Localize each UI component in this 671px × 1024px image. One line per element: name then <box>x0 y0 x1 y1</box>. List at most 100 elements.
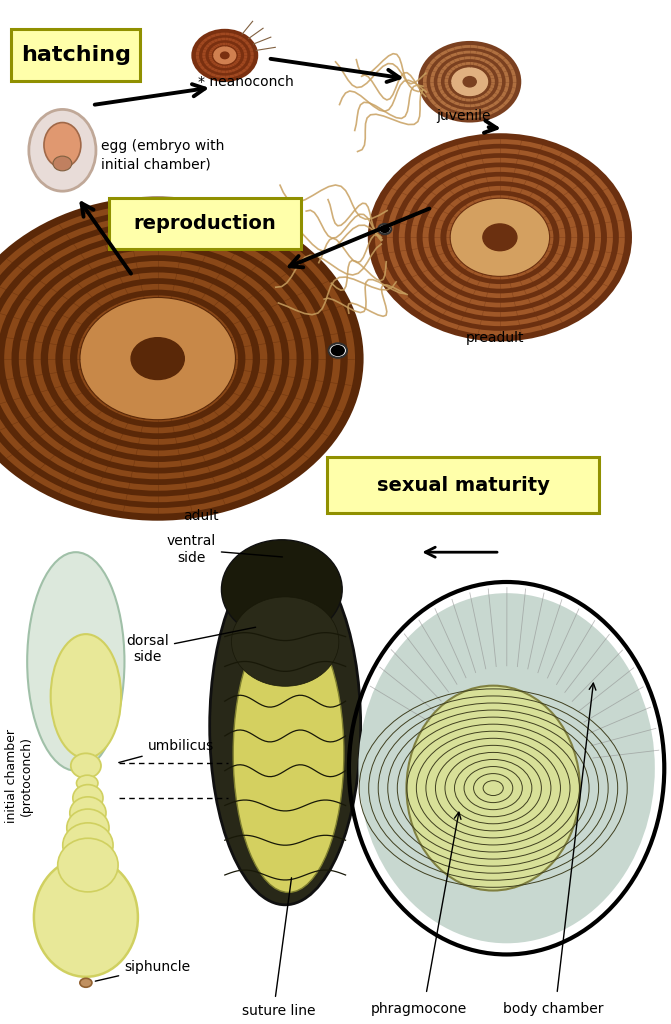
Circle shape <box>212 45 238 66</box>
Circle shape <box>417 172 583 303</box>
Circle shape <box>11 244 304 473</box>
Circle shape <box>150 353 165 365</box>
Circle shape <box>399 158 601 316</box>
Circle shape <box>448 65 491 98</box>
Circle shape <box>446 196 554 280</box>
Ellipse shape <box>76 775 98 792</box>
Ellipse shape <box>221 540 342 639</box>
Text: suture line: suture line <box>242 1005 315 1018</box>
Circle shape <box>107 318 209 398</box>
Text: juvenile: juvenile <box>435 109 491 123</box>
Circle shape <box>387 148 613 326</box>
Circle shape <box>0 215 340 502</box>
Ellipse shape <box>27 552 125 771</box>
Circle shape <box>494 232 506 242</box>
Circle shape <box>26 255 289 462</box>
Circle shape <box>215 48 234 62</box>
Circle shape <box>434 186 565 289</box>
Circle shape <box>427 48 513 116</box>
Text: hatching: hatching <box>21 45 131 65</box>
Ellipse shape <box>73 784 103 811</box>
Ellipse shape <box>63 823 113 867</box>
Ellipse shape <box>53 156 72 171</box>
Circle shape <box>128 336 187 382</box>
Circle shape <box>55 279 260 439</box>
Circle shape <box>19 250 297 468</box>
Circle shape <box>136 341 180 376</box>
Circle shape <box>213 46 237 65</box>
Circle shape <box>0 204 355 514</box>
Text: reproduction: reproduction <box>134 214 276 233</box>
Circle shape <box>423 176 577 298</box>
Circle shape <box>193 30 257 81</box>
Ellipse shape <box>58 839 118 892</box>
Circle shape <box>369 134 631 340</box>
Circle shape <box>4 238 311 479</box>
Circle shape <box>419 42 520 121</box>
Ellipse shape <box>51 634 121 759</box>
Circle shape <box>0 198 362 519</box>
Ellipse shape <box>34 858 138 977</box>
Circle shape <box>433 53 506 110</box>
Circle shape <box>34 261 282 457</box>
Circle shape <box>462 76 477 87</box>
Text: egg (embryo with
initial chamber): egg (embryo with initial chamber) <box>101 139 224 172</box>
Circle shape <box>0 209 348 508</box>
Circle shape <box>450 199 550 276</box>
Circle shape <box>0 221 333 497</box>
Ellipse shape <box>358 593 655 943</box>
Text: * neanoconch: * neanoconch <box>198 75 294 89</box>
Circle shape <box>205 40 244 71</box>
Circle shape <box>41 266 274 451</box>
Text: sexual maturity: sexual maturity <box>376 476 550 495</box>
Text: body chamber: body chamber <box>503 1001 604 1016</box>
Ellipse shape <box>233 614 344 892</box>
Circle shape <box>440 190 560 284</box>
Circle shape <box>62 284 253 433</box>
FancyBboxPatch shape <box>109 198 301 250</box>
Text: siphuncle: siphuncle <box>95 959 191 981</box>
Circle shape <box>464 209 535 265</box>
Circle shape <box>0 226 326 490</box>
Circle shape <box>470 214 529 261</box>
Circle shape <box>369 134 631 340</box>
Circle shape <box>85 301 231 416</box>
Circle shape <box>458 205 541 270</box>
Ellipse shape <box>44 123 81 168</box>
Ellipse shape <box>378 224 391 234</box>
Text: preadult: preadult <box>466 331 525 344</box>
Circle shape <box>437 56 502 108</box>
Text: initial chamber
(protoconch): initial chamber (protoconch) <box>5 729 33 822</box>
Circle shape <box>441 59 499 104</box>
Circle shape <box>196 33 254 78</box>
Circle shape <box>48 272 267 444</box>
FancyBboxPatch shape <box>11 29 140 81</box>
Circle shape <box>0 232 319 485</box>
Circle shape <box>381 143 619 331</box>
Circle shape <box>221 52 229 58</box>
Circle shape <box>92 307 223 411</box>
Circle shape <box>419 42 520 121</box>
Ellipse shape <box>407 686 580 891</box>
Circle shape <box>476 218 523 256</box>
Circle shape <box>199 35 250 76</box>
Circle shape <box>430 50 509 113</box>
Circle shape <box>202 38 248 73</box>
Circle shape <box>429 181 571 294</box>
Ellipse shape <box>71 754 101 778</box>
Circle shape <box>483 224 517 251</box>
Circle shape <box>380 225 390 233</box>
Text: adult: adult <box>183 509 219 523</box>
Circle shape <box>0 198 362 519</box>
Ellipse shape <box>29 110 96 191</box>
Ellipse shape <box>329 343 347 357</box>
Text: dorsal
side: dorsal side <box>126 628 256 665</box>
Ellipse shape <box>80 978 92 987</box>
Text: phragmocone: phragmocone <box>371 1001 468 1016</box>
Circle shape <box>393 154 607 322</box>
Ellipse shape <box>70 797 106 829</box>
Circle shape <box>452 68 488 96</box>
Circle shape <box>209 43 241 68</box>
Circle shape <box>70 290 246 428</box>
Ellipse shape <box>231 597 339 686</box>
